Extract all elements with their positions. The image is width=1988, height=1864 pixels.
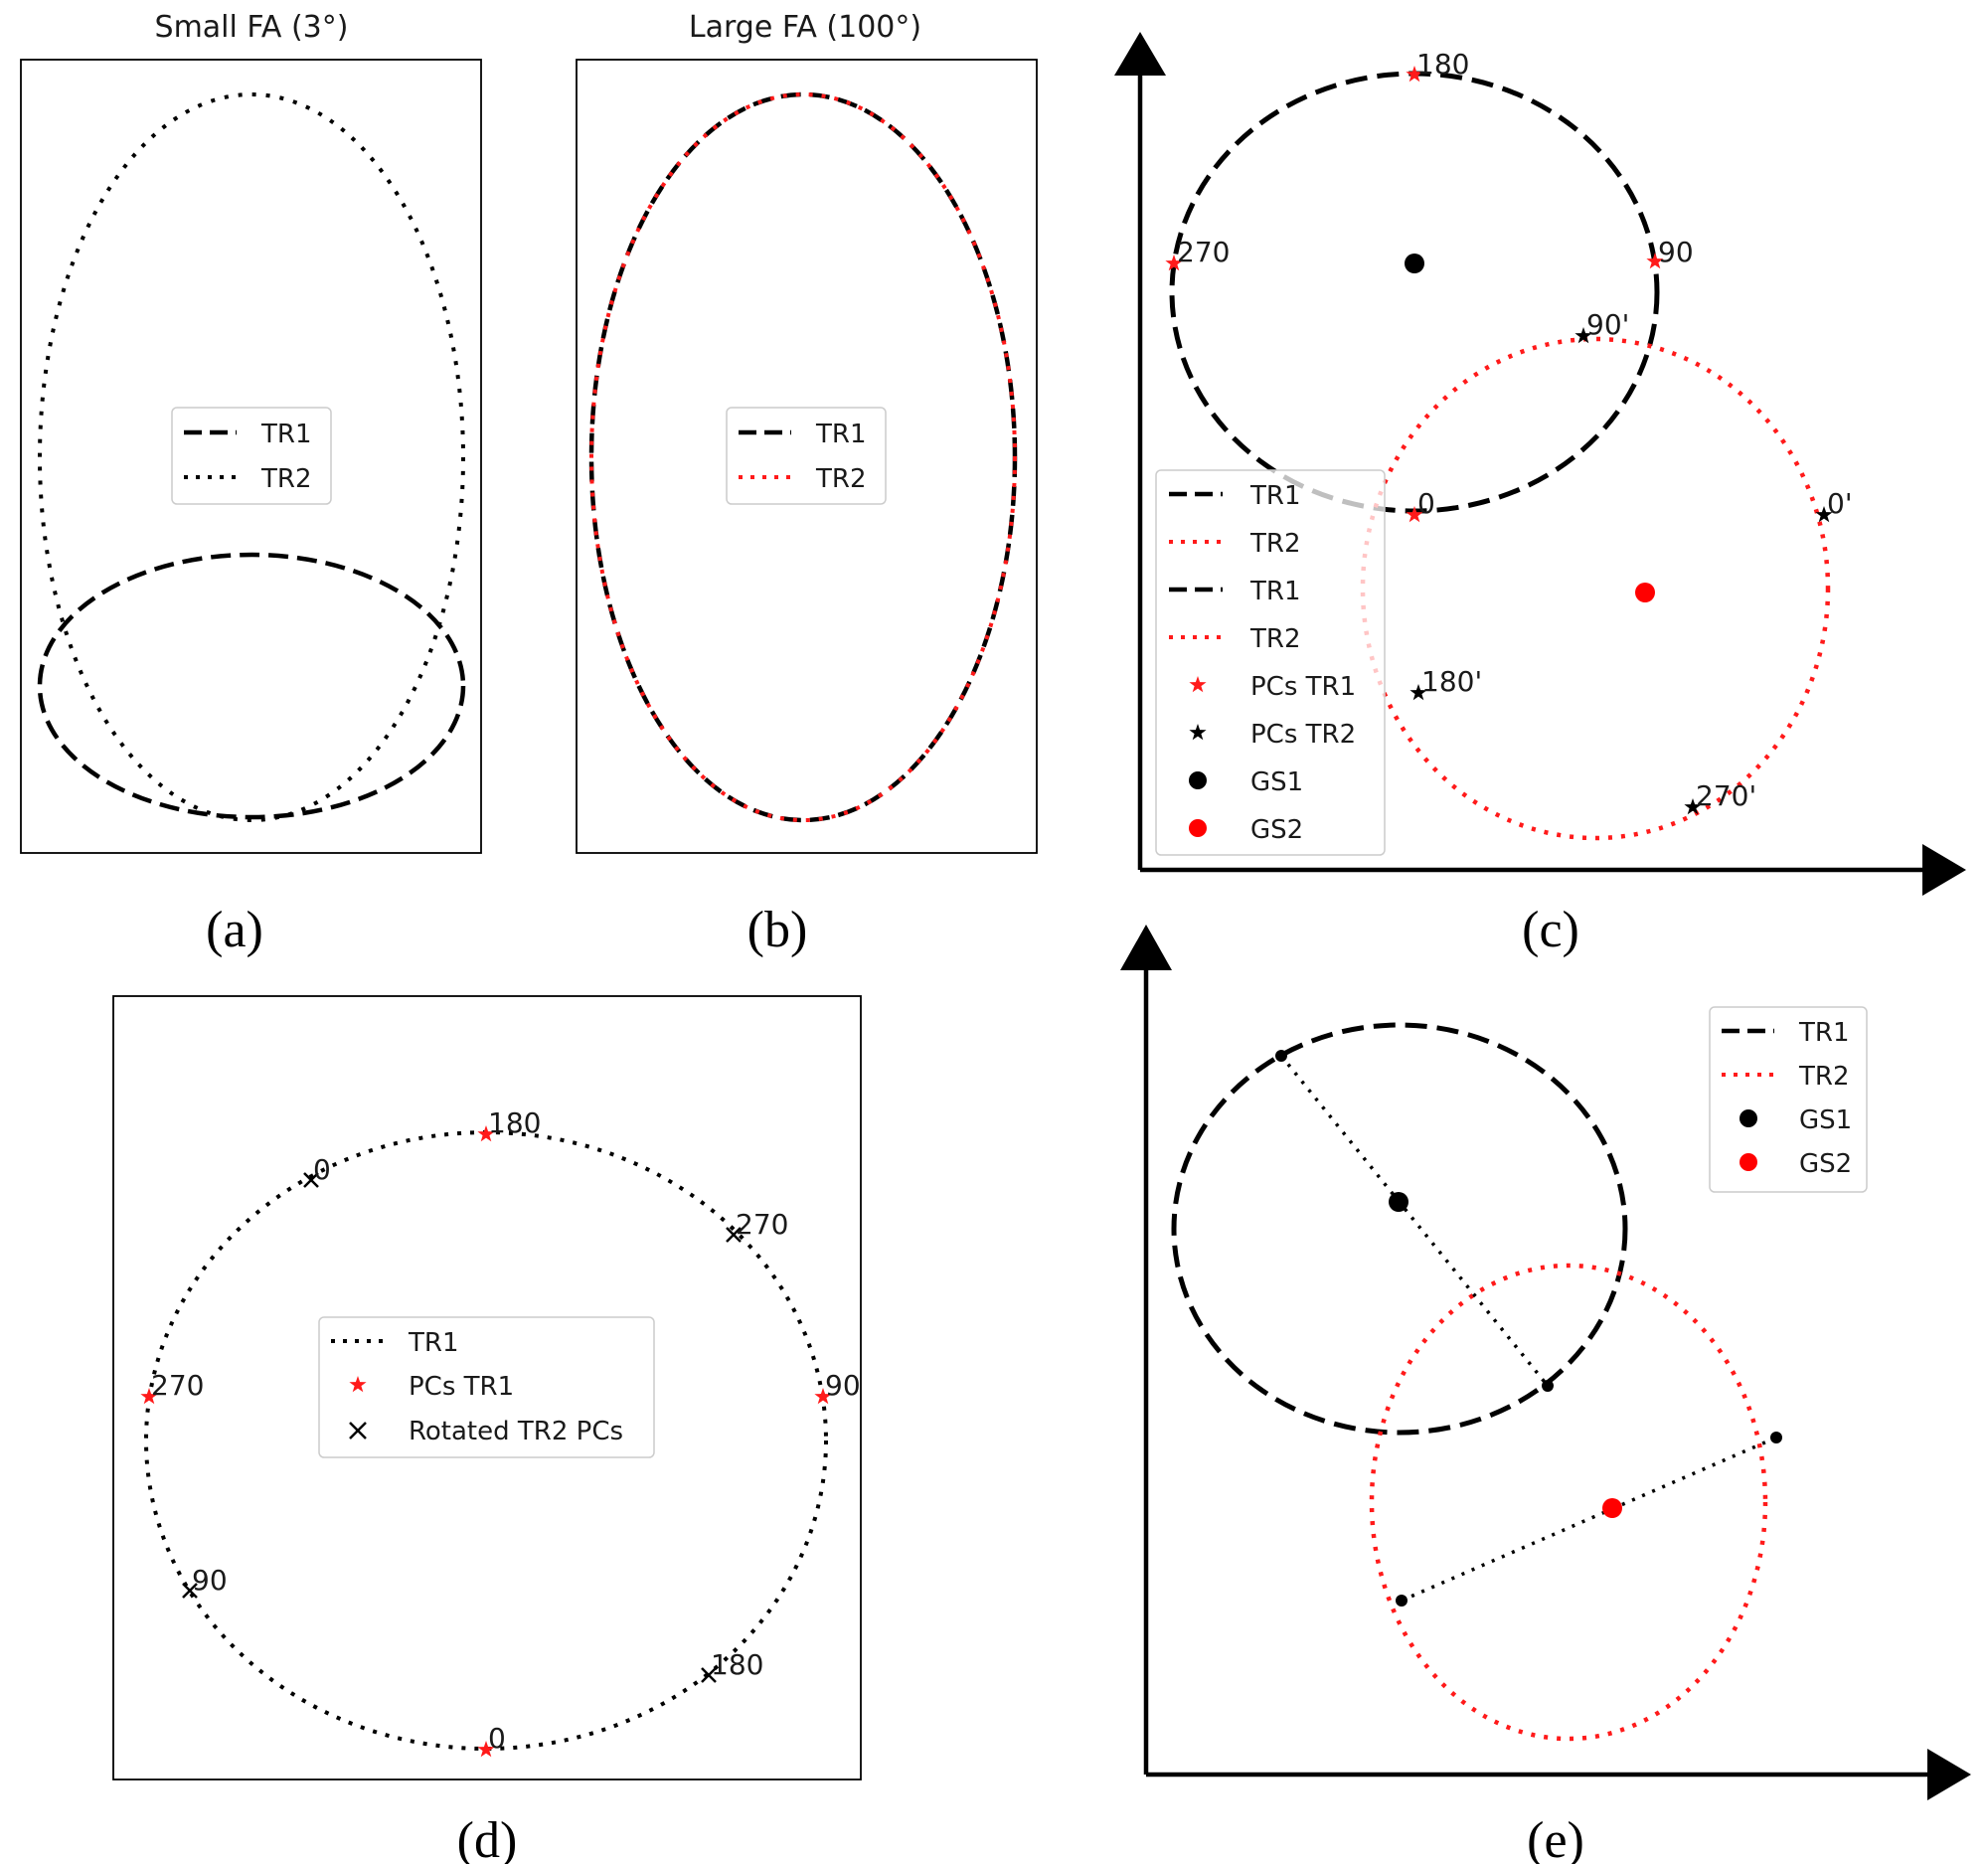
panel-a: Small FA (3°) TR1 TR2 (a) xyxy=(20,10,482,958)
panel-c-tr2-circle xyxy=(1360,336,1831,841)
panel-d-legend-box xyxy=(318,1316,655,1458)
panel-c-label-270: 270 xyxy=(1177,236,1230,268)
panel-e-legend: TR1 TR2 GS1 GS2 xyxy=(1709,1006,1868,1193)
panel-e-y-arrowhead xyxy=(1120,925,1172,970)
panel-a-legend: TR1 TR2 xyxy=(171,407,332,505)
panel-c-gs1-center xyxy=(1405,254,1424,273)
panel-e-tr1-end-b xyxy=(1542,1380,1554,1392)
panel-d-rot-pc-270 xyxy=(726,1227,742,1243)
panel-e-tr1-diameter xyxy=(1279,1054,1550,1388)
panel-c-y-arrowhead xyxy=(1114,32,1166,76)
panel-c-legend-box xyxy=(1155,469,1386,856)
panel-d-legend-rot-label: Rotated TR2 PCs xyxy=(409,1417,623,1446)
panel-e-caption: (e) xyxy=(1527,1812,1584,1864)
panel-e-tr1-circle xyxy=(1171,1022,1628,1436)
panel-c-label-180: 180 xyxy=(1416,48,1469,81)
panel-d-rot-label-0: 0 xyxy=(313,1153,331,1186)
panel-d-rot-pc-90 xyxy=(182,1583,198,1599)
panel-c: TR1 TR2 TR1 TR2 PCs TR1 PCs TR2 GS1 GS2 … xyxy=(1114,32,1966,958)
panel-b-caption: (b) xyxy=(747,902,808,958)
panel-d-rot-pc-0 xyxy=(303,1172,319,1188)
panel-c-legend-gs1-label: GS1 xyxy=(1250,767,1303,797)
panel-e-legend-tr2-label: TR2 xyxy=(1798,1062,1850,1092)
panel-a-tr2-curve xyxy=(38,92,465,822)
panel-d-legend-pcs-label: PCs TR1 xyxy=(409,1372,514,1402)
panel-e-gs1-center xyxy=(1389,1192,1408,1212)
panel-b-title: Large FA (100°) xyxy=(689,10,921,45)
panel-c-label-0p: 0' xyxy=(1827,487,1853,520)
panel-d-rot-label-270: 270 xyxy=(736,1208,788,1241)
panel-c-label-180p: 180' xyxy=(1421,665,1482,698)
panel-b-frame xyxy=(576,59,1038,854)
panel-d-label-270: 270 xyxy=(151,1369,204,1402)
panel-c-x-arrowhead xyxy=(1922,844,1966,896)
panel-e-legend-box xyxy=(1709,1006,1868,1193)
panel-c-label-270p: 270' xyxy=(1696,779,1756,812)
panel-c-legend-tr2b-label: TR2 xyxy=(1249,624,1301,654)
panel-c-legend-tr1b-label: TR1 xyxy=(1249,577,1301,606)
panel-c-label-90: 90 xyxy=(1658,236,1694,268)
panel-b-tr2-curve xyxy=(589,92,1017,822)
panel-a-tr1-curve xyxy=(37,552,466,820)
panel-c-legend-gs2-label: GS2 xyxy=(1250,815,1303,845)
panel-e-tr2-circle xyxy=(1369,1263,1768,1742)
panel-b-legend: TR1 TR2 xyxy=(726,407,887,505)
panel-c-legend-gs2-dot xyxy=(1189,819,1207,837)
panel-e-legend-tr1-label: TR1 xyxy=(1798,1018,1850,1048)
panel-c-gs2-center xyxy=(1635,583,1655,602)
panel-d-rot-pc-180 xyxy=(701,1667,717,1683)
panel-c-caption: (c) xyxy=(1522,902,1579,958)
panel-e: TR1 TR2 GS1 GS2 (e) xyxy=(1120,925,1971,1864)
panel-a-caption: (a) xyxy=(206,902,263,958)
panel-e-tr2-end-a xyxy=(1396,1595,1408,1607)
panel-d-frame xyxy=(112,995,862,1780)
panel-d-label-90: 90 xyxy=(825,1369,861,1402)
panel-c-legend-pcs-tr2-label: PCs TR2 xyxy=(1250,720,1356,750)
panel-c-legend-tr2-label: TR2 xyxy=(1249,529,1301,559)
panel-d: TR1 PCs TR1 Rotated TR2 PCs 180 270 90 0… xyxy=(112,995,862,1864)
panel-d-legend-tr1-label: TR1 xyxy=(408,1328,459,1358)
panel-d-label-0: 0 xyxy=(488,1722,506,1755)
panel-e-gs2-center xyxy=(1602,1498,1622,1518)
panel-a-legend-tr2-label: TR2 xyxy=(260,464,312,494)
panel-d-rot-label-180: 180 xyxy=(711,1648,763,1681)
panel-c-label-0: 0 xyxy=(1417,487,1435,520)
panel-a-frame xyxy=(20,59,482,854)
panel-c-legend-gs1-dot xyxy=(1189,771,1207,789)
panel-c-legend-pcs-tr1-label: PCs TR1 xyxy=(1250,672,1356,702)
panel-d-label-180: 180 xyxy=(488,1106,541,1139)
panel-e-legend-gs1-label: GS1 xyxy=(1799,1105,1852,1135)
panel-e-legend-gs2-dot xyxy=(1740,1153,1757,1171)
panel-a-legend-tr1-label: TR1 xyxy=(260,420,312,449)
panel-b-legend-tr2-label: TR2 xyxy=(815,464,867,494)
panel-e-x-arrowhead xyxy=(1927,1749,1971,1800)
panel-c-legend-tr1-label: TR1 xyxy=(1249,481,1301,511)
panel-e-tr2-diameter xyxy=(1401,1436,1777,1603)
panel-a-title: Small FA (3°) xyxy=(155,10,349,45)
panel-d-caption: (d) xyxy=(457,1812,518,1864)
panel-e-tr2-end-b xyxy=(1770,1432,1782,1443)
panel-d-rot-label-90: 90 xyxy=(192,1564,228,1597)
panel-e-legend-gs1-dot xyxy=(1740,1109,1757,1127)
panel-c-legend: TR1 TR2 TR1 TR2 PCs TR1 PCs TR2 GS1 GS2 xyxy=(1155,469,1386,856)
panel-c-label-90p: 90' xyxy=(1586,308,1629,341)
panel-d-legend-rot-x xyxy=(349,1422,367,1440)
panel-e-legend-gs2-label: GS2 xyxy=(1799,1149,1852,1179)
panel-b: Large FA (100°) TR1 TR2 (b) xyxy=(576,10,1038,958)
panel-d-legend: TR1 PCs TR1 Rotated TR2 PCs xyxy=(318,1316,655,1458)
panel-c-tr1-circle xyxy=(1169,71,1660,514)
panel-b-legend-tr1-label: TR1 xyxy=(815,420,867,449)
panel-e-tr1-end-a xyxy=(1275,1050,1287,1062)
